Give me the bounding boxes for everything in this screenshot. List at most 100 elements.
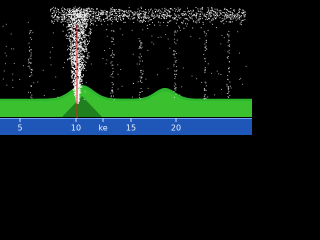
particle (79, 59, 80, 60)
particle (69, 10, 70, 12)
particle (180, 8, 182, 10)
particle (73, 10, 75, 12)
particle (167, 14, 169, 16)
particle (74, 81, 76, 83)
particle (227, 15, 229, 17)
particle (72, 73, 74, 75)
particle (56, 16, 58, 18)
particle (74, 58, 76, 60)
particle (238, 14, 240, 16)
particle (53, 9, 55, 11)
particle (54, 15, 56, 16)
particle (116, 10, 118, 12)
particle (50, 10, 51, 12)
particle (160, 36, 162, 38)
particle (229, 85, 231, 87)
particle (78, 64, 80, 66)
particle (120, 9, 122, 11)
particle (62, 30, 64, 32)
particle (12, 87, 14, 88)
particle (79, 29, 81, 31)
particle (169, 16, 171, 18)
particle (77, 99, 79, 101)
particle (82, 20, 84, 22)
particle (196, 13, 197, 15)
particle (85, 50, 87, 52)
particle (67, 22, 69, 24)
particle (133, 17, 135, 19)
particle (79, 84, 81, 86)
particle (74, 50, 76, 52)
particle (119, 9, 121, 11)
particle (89, 14, 91, 16)
particle (82, 32, 84, 34)
particle (90, 20, 92, 22)
particle (95, 16, 97, 18)
particle (182, 67, 184, 69)
particle (196, 20, 198, 22)
particle (62, 10, 63, 12)
particle (81, 16, 83, 18)
particle (93, 16, 94, 18)
particle (75, 57, 77, 59)
particle (49, 57, 51, 59)
particle (63, 8, 65, 10)
particle (66, 14, 68, 16)
particle (184, 14, 185, 16)
particle (204, 58, 206, 60)
particle (70, 42, 71, 44)
particle (72, 13, 74, 15)
particle (13, 48, 15, 50)
particle (52, 6, 54, 8)
particle (84, 64, 86, 66)
particle (120, 19, 122, 21)
axis-label: 10 (71, 124, 81, 133)
particle (28, 60, 30, 62)
particle (71, 31, 73, 33)
particle (81, 9, 83, 11)
particle (90, 18, 92, 20)
particle (79, 71, 80, 73)
particle (69, 39, 71, 41)
particle (75, 53, 77, 55)
particle (80, 84, 82, 86)
particle (114, 10, 116, 12)
particle (79, 40, 81, 42)
particle (74, 89, 76, 91)
particle (209, 10, 211, 12)
particle (79, 23, 81, 25)
particle (229, 14, 231, 16)
particle (141, 22, 143, 23)
particle (169, 20, 171, 22)
particle (74, 23, 76, 25)
particle (81, 14, 83, 16)
particle (53, 11, 55, 13)
particle (173, 13, 175, 15)
particle (73, 68, 75, 70)
particle (233, 9, 235, 11)
particle (80, 13, 82, 14)
particle (194, 15, 196, 17)
particle (31, 97, 33, 99)
particle (80, 42, 81, 44)
particle (74, 73, 76, 75)
particle (75, 82, 77, 84)
particle (199, 14, 201, 16)
particle (179, 94, 181, 96)
particle (82, 11, 84, 13)
particle (218, 73, 220, 75)
particle (242, 12, 244, 14)
particle (71, 46, 73, 48)
particle (80, 22, 81, 24)
particle (204, 50, 206, 51)
particle (75, 56, 77, 58)
particle (83, 10, 85, 11)
particle (96, 24, 98, 26)
particle (122, 14, 124, 16)
particle (62, 18, 64, 20)
particle (92, 24, 94, 26)
particle (101, 14, 103, 16)
particle (141, 10, 143, 12)
particle (141, 82, 143, 83)
particle (244, 14, 246, 16)
